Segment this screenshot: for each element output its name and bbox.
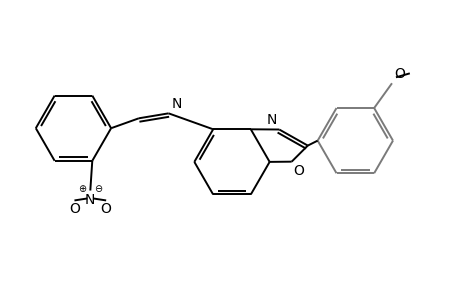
Text: O: O <box>69 202 80 216</box>
Text: O: O <box>293 164 304 178</box>
Text: N: N <box>266 112 277 127</box>
Text: $\ominus$: $\ominus$ <box>93 183 103 194</box>
Text: O: O <box>101 202 112 216</box>
Text: N: N <box>171 98 181 111</box>
Text: N: N <box>85 193 95 206</box>
Text: O: O <box>393 67 404 81</box>
Text: $\oplus$: $\oplus$ <box>78 183 87 194</box>
